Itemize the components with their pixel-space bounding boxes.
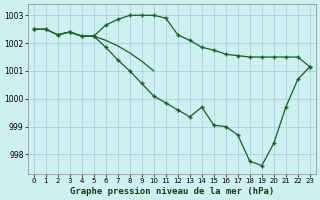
X-axis label: Graphe pression niveau de la mer (hPa): Graphe pression niveau de la mer (hPa)	[70, 187, 274, 196]
